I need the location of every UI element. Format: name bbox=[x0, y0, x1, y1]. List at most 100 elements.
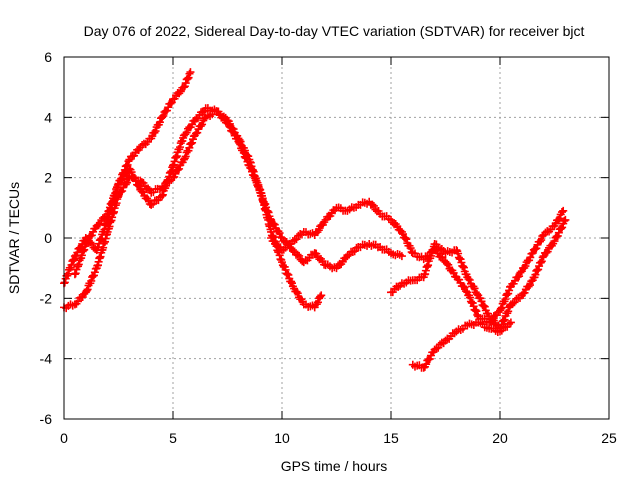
trail-marker bbox=[255, 186, 264, 195]
trail-marker bbox=[422, 360, 431, 369]
trail-marker bbox=[287, 239, 296, 248]
trail-marker bbox=[454, 249, 463, 258]
trail-marker bbox=[68, 301, 77, 310]
trail-marker bbox=[535, 237, 544, 246]
series-track-3 bbox=[70, 68, 195, 279]
trail-marker bbox=[258, 194, 267, 203]
data-point bbox=[506, 318, 515, 327]
trail-marker bbox=[88, 273, 97, 282]
trail-marker bbox=[183, 74, 192, 83]
trail-marker bbox=[369, 201, 378, 210]
data-point bbox=[186, 68, 195, 77]
trail-marker bbox=[259, 198, 268, 207]
trail-marker bbox=[461, 321, 470, 330]
trail-marker bbox=[461, 287, 470, 296]
trail-marker bbox=[497, 303, 506, 312]
trail-marker bbox=[532, 266, 541, 275]
trail-marker bbox=[117, 174, 126, 183]
trail-marker bbox=[472, 289, 481, 298]
trail-marker bbox=[182, 128, 191, 137]
trail-marker bbox=[155, 118, 164, 127]
trail-marker bbox=[123, 160, 132, 169]
trail-marker bbox=[139, 178, 148, 187]
trail-marker bbox=[293, 289, 302, 298]
trail-marker bbox=[493, 328, 502, 337]
trail-marker bbox=[188, 120, 197, 129]
trail-marker bbox=[480, 302, 489, 311]
trail-marker bbox=[505, 319, 514, 328]
trail-marker bbox=[460, 283, 469, 292]
trail-marker bbox=[434, 243, 443, 252]
trail-marker bbox=[263, 207, 272, 216]
trail-marker bbox=[235, 135, 244, 144]
trail-marker bbox=[290, 235, 299, 244]
trail-marker bbox=[501, 295, 510, 304]
trail-marker bbox=[557, 224, 566, 233]
trail-marker bbox=[116, 187, 125, 196]
trail-marker bbox=[457, 258, 466, 267]
trail-marker bbox=[401, 233, 410, 242]
trail-marker bbox=[73, 248, 82, 257]
trail-marker bbox=[504, 307, 513, 316]
trail-marker bbox=[352, 203, 361, 212]
trail-marker bbox=[318, 257, 327, 266]
trail-marker bbox=[124, 157, 133, 166]
trail-marker bbox=[537, 257, 546, 266]
trail-marker bbox=[394, 282, 403, 291]
trail-marker bbox=[67, 260, 76, 269]
trail-marker bbox=[444, 260, 453, 269]
trail-marker bbox=[316, 292, 325, 301]
trail-marker bbox=[454, 253, 463, 262]
trail-marker bbox=[505, 303, 514, 312]
trail-marker bbox=[368, 200, 377, 209]
trail-marker bbox=[373, 243, 382, 252]
trail-marker bbox=[134, 145, 143, 154]
chart-title: Day 076 of 2022, Sidereal Day-to-day VTE… bbox=[84, 23, 585, 39]
trail-marker bbox=[315, 294, 324, 303]
trail-marker bbox=[233, 131, 242, 140]
x-tick-label: 15 bbox=[383, 430, 399, 446]
trail-marker bbox=[341, 206, 350, 215]
trail-marker bbox=[436, 340, 445, 349]
trail-marker bbox=[225, 119, 234, 128]
trail-marker bbox=[555, 214, 564, 223]
y-tick-label: 2 bbox=[44, 170, 52, 186]
trail-marker bbox=[432, 344, 441, 353]
trail-marker bbox=[196, 122, 205, 131]
x-axis-label: GPS time / hours bbox=[281, 458, 388, 474]
trail-marker bbox=[489, 316, 498, 325]
trail-marker bbox=[185, 143, 194, 152]
trail-marker bbox=[363, 199, 372, 208]
trail-marker bbox=[281, 265, 290, 274]
trail-marker bbox=[144, 184, 153, 193]
trail-marker bbox=[527, 249, 536, 258]
x-tick-label: 20 bbox=[492, 430, 508, 446]
trail-marker bbox=[60, 278, 69, 287]
trail-marker bbox=[178, 158, 187, 167]
trail-marker bbox=[471, 288, 480, 297]
trail-marker bbox=[384, 214, 393, 223]
trail-marker bbox=[229, 125, 238, 134]
series-track-2 bbox=[60, 107, 406, 313]
trail-marker bbox=[505, 286, 514, 295]
trail-marker bbox=[524, 282, 533, 291]
x-tick-label: 5 bbox=[169, 430, 177, 446]
trail-marker bbox=[278, 261, 287, 270]
trail-marker bbox=[479, 301, 488, 310]
trail-marker bbox=[63, 271, 72, 280]
trail-marker bbox=[402, 235, 411, 244]
trail-marker bbox=[94, 220, 103, 229]
trail-marker bbox=[143, 194, 152, 203]
trail-marker bbox=[83, 285, 92, 294]
trail-marker bbox=[171, 169, 180, 178]
data-layer bbox=[60, 68, 570, 372]
trail-marker bbox=[470, 284, 479, 293]
trail-marker bbox=[219, 112, 228, 121]
trail-marker bbox=[277, 255, 286, 264]
trail-marker bbox=[134, 176, 143, 185]
series-track-6 bbox=[408, 318, 515, 372]
trail-marker bbox=[521, 262, 530, 271]
trail-marker bbox=[102, 212, 111, 221]
trail-marker bbox=[314, 226, 323, 235]
trail-marker bbox=[198, 108, 207, 117]
